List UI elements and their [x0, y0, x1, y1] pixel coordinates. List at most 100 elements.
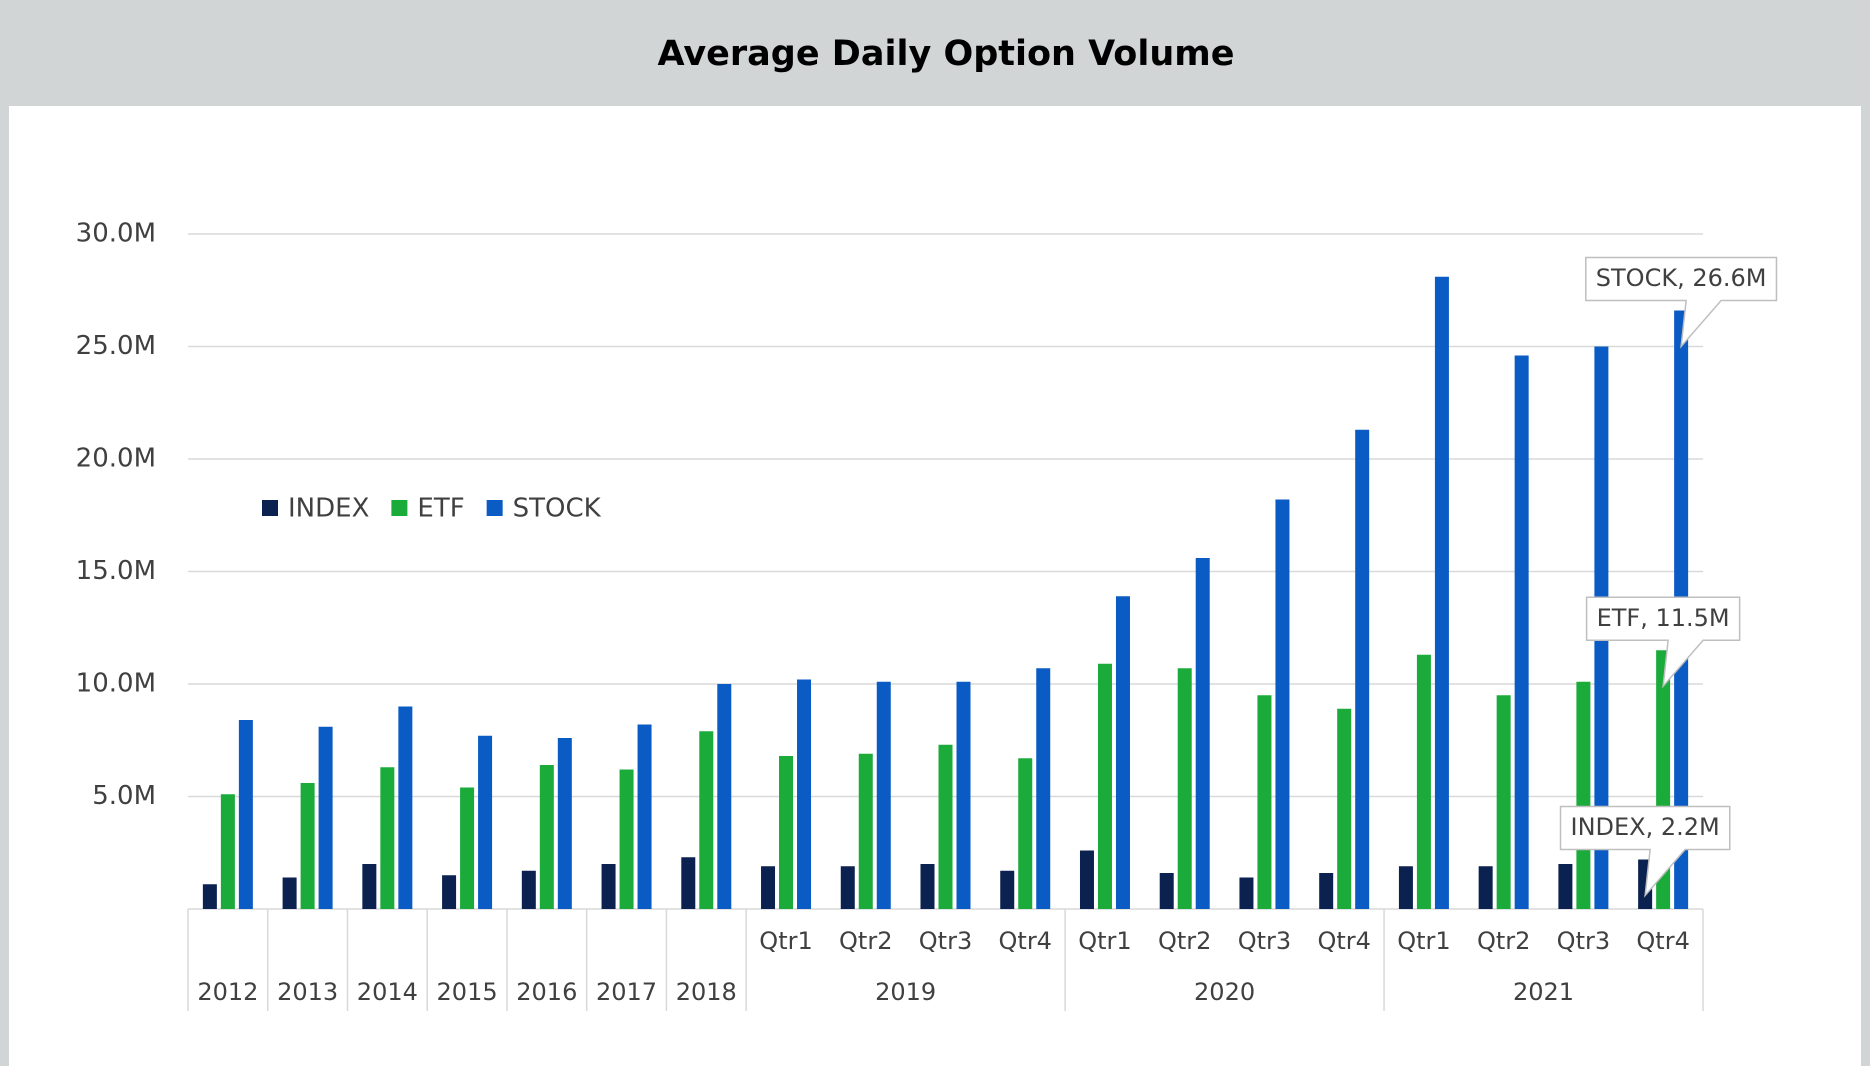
- y-tick-label: 10.0M: [76, 669, 156, 699]
- x-tick-label: Qtr1: [1078, 927, 1131, 955]
- bar: [681, 857, 696, 909]
- bar: [619, 769, 634, 909]
- x-tick-label: Qtr4: [1317, 927, 1370, 955]
- bar: [362, 864, 377, 909]
- bar: [380, 767, 395, 909]
- y-tick-label: 5.0M: [92, 781, 156, 811]
- chart-title: Average Daily Option Volume: [658, 34, 1235, 74]
- bar: [840, 866, 855, 909]
- bar: [717, 684, 732, 909]
- legend-swatch: [486, 500, 503, 516]
- x-tick-label: Qtr1: [759, 927, 812, 955]
- y-tick-label: 15.0M: [76, 556, 156, 586]
- x-group-label: 2020: [1194, 978, 1255, 1006]
- plot-panel: [9, 106, 1861, 1066]
- x-tick-label: Qtr2: [839, 927, 892, 955]
- x-group-label: 2012: [197, 978, 258, 1006]
- bar: [858, 753, 873, 909]
- x-tick-label: Qtr2: [1158, 927, 1211, 955]
- bar: [442, 875, 457, 909]
- data-label-callout: ETF, 11.5M: [1585, 596, 1741, 689]
- bar: [1097, 663, 1112, 909]
- bar: [1195, 558, 1210, 909]
- legend-label: INDEX: [288, 494, 369, 524]
- bar: [637, 724, 652, 909]
- bar: [1355, 429, 1370, 909]
- data-label-callout: STOCK, 26.6M: [1585, 256, 1778, 349]
- x-group-label: 2018: [676, 978, 737, 1006]
- bar: [1496, 695, 1511, 909]
- data-label-callout: INDEX, 2.2M: [1559, 805, 1731, 898]
- bar: [220, 794, 235, 909]
- data-label: INDEX, 2.2M: [1571, 813, 1720, 841]
- bar: [761, 866, 776, 909]
- bar: [1036, 668, 1051, 909]
- bar: [601, 864, 616, 909]
- bar: [1319, 873, 1334, 909]
- bar: [300, 783, 315, 909]
- bar: [282, 877, 297, 909]
- bar: [699, 731, 714, 909]
- bar: [1576, 681, 1591, 909]
- bar: [1177, 668, 1192, 909]
- legend-label: STOCK: [513, 494, 602, 524]
- x-tick-label: Qtr3: [919, 927, 972, 955]
- bar: [557, 738, 572, 909]
- bar: [460, 787, 475, 909]
- bar: [1239, 877, 1254, 909]
- bar: [238, 720, 253, 909]
- x-tick-label: Qtr1: [1397, 927, 1450, 955]
- bar: [478, 735, 493, 909]
- y-tick-label: 30.0M: [76, 219, 156, 249]
- bar: [539, 765, 554, 909]
- legend-swatch: [391, 500, 408, 516]
- x-group-label: 2017: [596, 978, 657, 1006]
- bar: [1337, 708, 1352, 909]
- bar: [318, 726, 333, 909]
- bar: [779, 756, 794, 909]
- bar: [1478, 866, 1493, 909]
- bar: [521, 870, 536, 909]
- x-group-label: 2021: [1513, 978, 1574, 1006]
- x-tick-label: Qtr3: [1557, 927, 1610, 955]
- x-tick-label: Qtr2: [1477, 927, 1530, 955]
- legend-label: ETF: [417, 494, 464, 524]
- bar: [797, 679, 812, 909]
- x-tick-label: Qtr4: [1636, 927, 1689, 955]
- bar: [1115, 596, 1130, 909]
- x-group-label: 2013: [277, 978, 338, 1006]
- bar: [1398, 866, 1413, 909]
- callout-box: [1559, 805, 1731, 898]
- x-group-label: 2014: [357, 978, 418, 1006]
- x-group-label: 2019: [875, 978, 936, 1006]
- callout-box: [1585, 256, 1778, 349]
- legend-swatch: [262, 500, 278, 516]
- bar: [1000, 870, 1015, 909]
- bar: [1416, 654, 1431, 909]
- bar: [1257, 695, 1272, 909]
- x-group-label: 2016: [516, 978, 577, 1006]
- bar: [920, 864, 935, 909]
- bar: [1275, 499, 1290, 909]
- bar: [1434, 276, 1449, 909]
- data-label: ETF, 11.5M: [1597, 604, 1730, 632]
- bar: [202, 884, 217, 909]
- y-tick-label: 20.0M: [76, 444, 156, 474]
- callout-box: [1585, 596, 1741, 689]
- bar: [398, 706, 413, 909]
- bar: [956, 681, 971, 909]
- bar: [1159, 873, 1174, 909]
- x-tick-label: Qtr3: [1238, 927, 1291, 955]
- bar: [1514, 355, 1529, 909]
- y-tick-label: 25.0M: [76, 331, 156, 361]
- bar: [1079, 850, 1094, 909]
- x-tick-label: Qtr4: [999, 927, 1052, 955]
- bar: [1018, 758, 1033, 909]
- bar: [876, 681, 891, 909]
- x-group-label: 2015: [437, 978, 498, 1006]
- bar: [938, 744, 953, 909]
- bar: [1558, 864, 1573, 909]
- data-label: STOCK, 26.6M: [1596, 264, 1767, 292]
